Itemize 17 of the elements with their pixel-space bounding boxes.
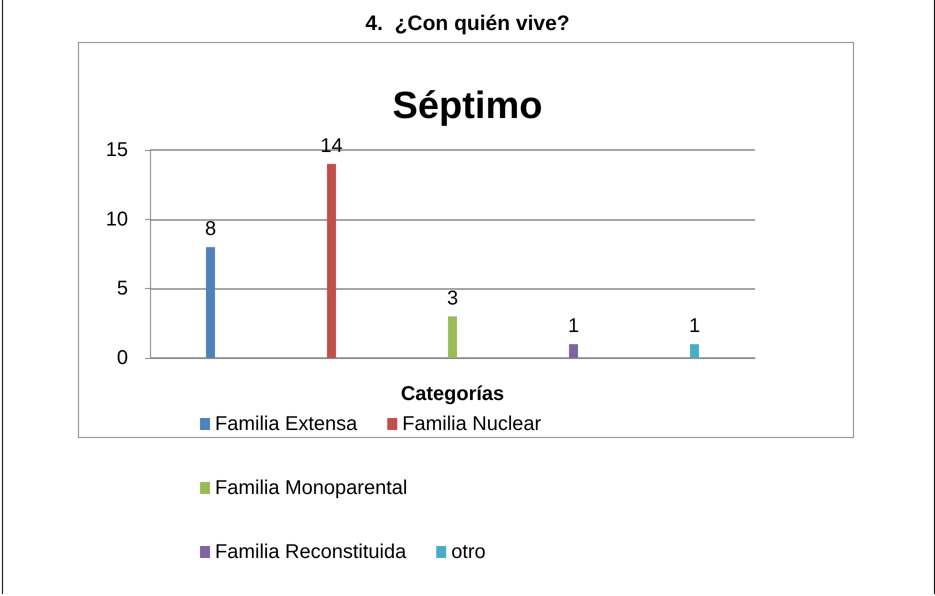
data-label: 1 (688, 315, 700, 338)
chart-title: 4. ¿Con quién vive? (365, 12, 570, 35)
chart-subtitle: Séptimo (392, 85, 542, 127)
y-tick-label: 5 (116, 278, 128, 300)
legend-label: Familia Nuclear (402, 413, 542, 435)
y-tick-label: 0 (116, 347, 128, 369)
legend-label: Familia Reconstituida (215, 541, 408, 563)
data-label: 3 (446, 287, 458, 310)
legend-label: Familia Extensa (215, 413, 358, 435)
y-tick-label: 10 (106, 208, 128, 230)
legend-label: Familia Monoparental (215, 477, 408, 499)
legend-label: otro (451, 541, 486, 563)
data-label: 14 (320, 134, 343, 157)
x-axis-title: Categorías (400, 383, 504, 405)
data-label: 1 (568, 315, 580, 338)
y-tick-label: 15 (106, 139, 128, 161)
data-label: 8 (204, 218, 216, 240)
